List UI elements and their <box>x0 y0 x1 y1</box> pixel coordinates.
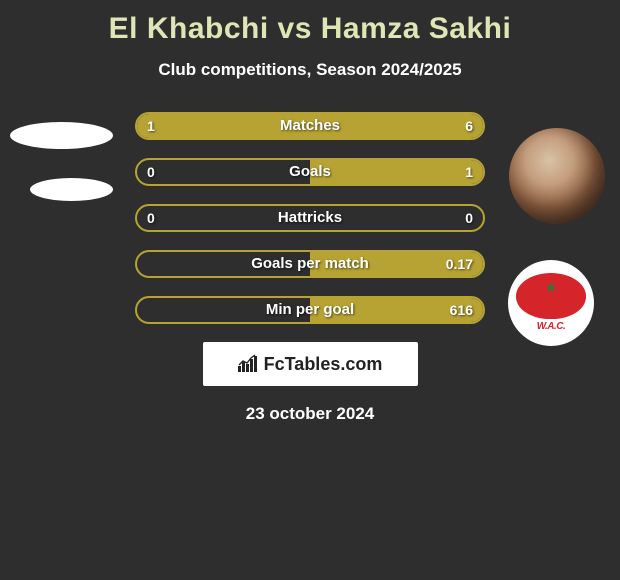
fctables-badge: FcTables.com <box>203 342 418 386</box>
club-logo-text: W.A.C. <box>537 321 565 332</box>
left-player-badge <box>10 122 113 149</box>
bar-label: Hattricks <box>137 206 483 230</box>
date-label: 23 october 2024 <box>0 404 620 424</box>
comparison-bars: 16Matches 01Goals 00Hattricks 0.17Goals per… <box>135 112 485 324</box>
fctables-label: FcTables.com <box>264 354 383 375</box>
club-logo-shape: ★ <box>516 273 586 319</box>
stat-bar: 00Hattricks <box>135 204 485 232</box>
right-player-photo <box>509 128 605 224</box>
bar-label: Goals <box>137 160 483 184</box>
bar-label: Goals per match <box>137 252 483 276</box>
bar-label: Min per goal <box>137 298 483 322</box>
subtitle: Club competitions, Season 2024/2025 <box>0 60 620 80</box>
page-title: El Khabchi vs Hamza Sakhi <box>0 0 620 46</box>
left-club-badge <box>30 178 113 201</box>
stat-bar: 0.17Goals per match <box>135 250 485 278</box>
stat-bar: 01Goals <box>135 158 485 186</box>
star-icon: ★ <box>545 279 558 296</box>
bar-chart-icon <box>238 354 260 374</box>
stat-bar: 616Min per goal <box>135 296 485 324</box>
stat-bar: 16Matches <box>135 112 485 140</box>
bar-label: Matches <box>137 114 483 138</box>
right-club-logo: ★ W.A.C. <box>508 260 594 346</box>
